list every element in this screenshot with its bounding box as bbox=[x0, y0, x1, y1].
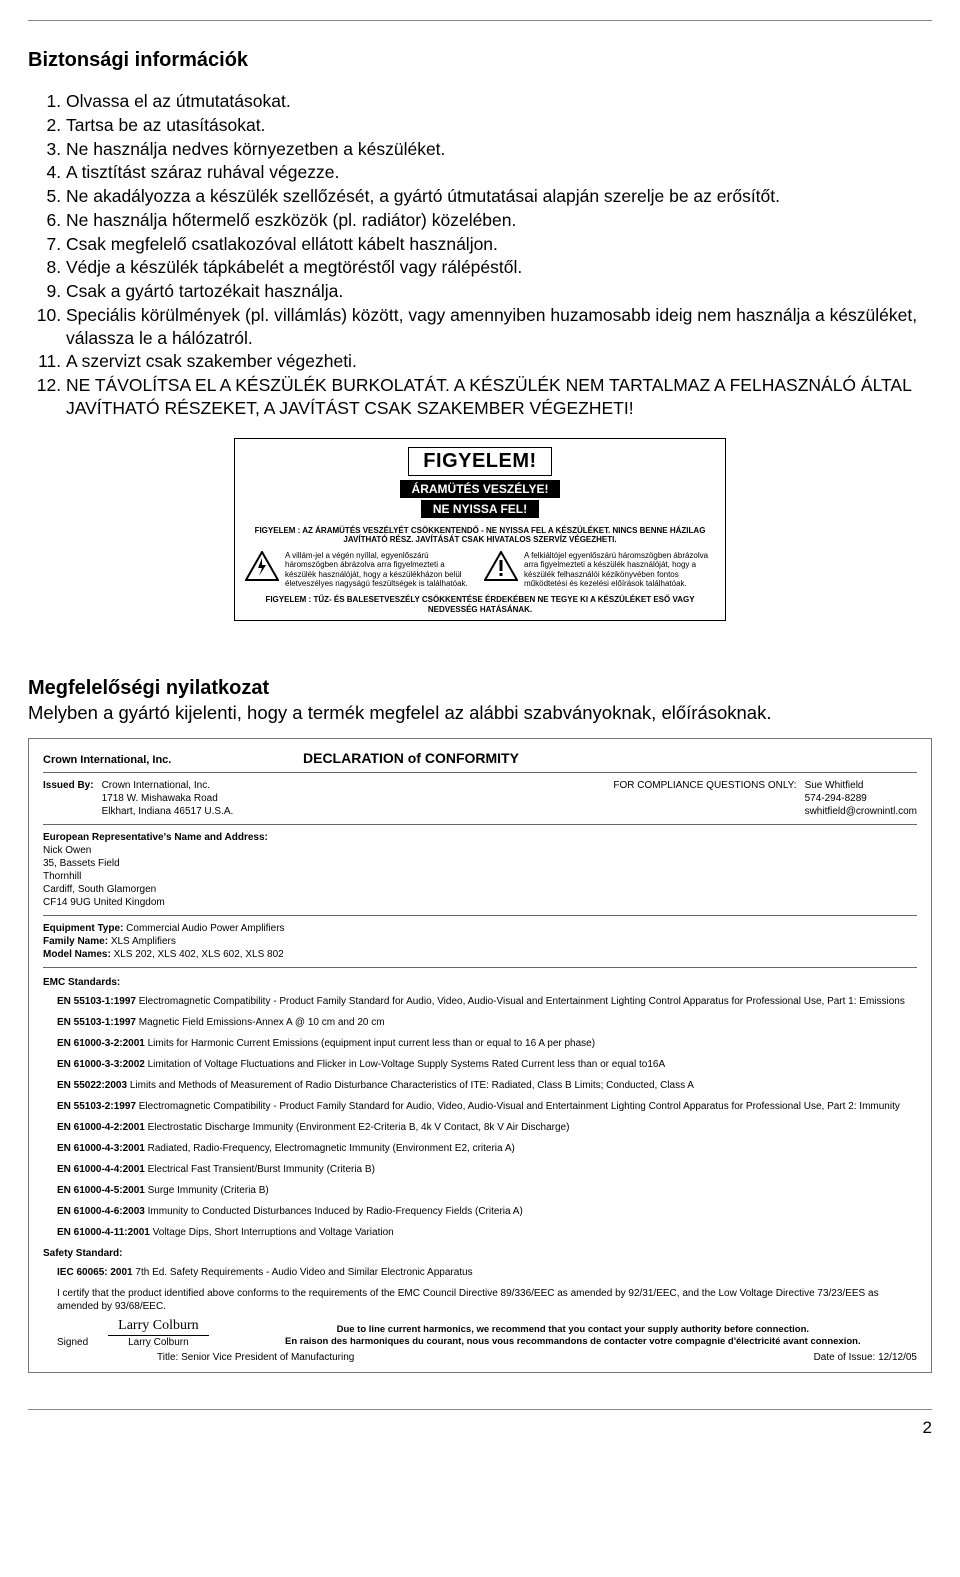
safety-item: Csak a gyártó tartozékait használja. bbox=[66, 280, 932, 303]
sign-row: Signed Larry Colburn Larry Colburn Due t… bbox=[57, 1317, 917, 1349]
safety-std-title: Safety Standard: bbox=[43, 1247, 917, 1260]
page-title: Biztonsági információk bbox=[28, 49, 932, 72]
standard-item: EN 61000-4-2:2001 Electrostatic Discharg… bbox=[57, 1121, 917, 1134]
issued-right: FOR COMPLIANCE QUESTIONS ONLY: Sue Whitf… bbox=[613, 779, 917, 818]
safety-std-list: IEC 60065: 2001 7th Ed. Safety Requireme… bbox=[43, 1266, 917, 1279]
warning-figyelem: FIGYELEM! bbox=[408, 447, 551, 476]
safety-list: Olvassa el az útmutatásokat.Tartsa be az… bbox=[66, 90, 932, 420]
safety-item: A tisztítást száraz ruhával végezze. bbox=[66, 161, 932, 184]
standard-item: EN 61000-4-4:2001 Electrical Fast Transi… bbox=[57, 1163, 917, 1176]
compliance-label: FOR COMPLIANCE QUESTIONS ONLY: bbox=[613, 779, 796, 818]
standard-item: EN 61000-4-11:2001 Voltage Dips, Short I… bbox=[57, 1226, 917, 1239]
safety-item: Ne használja hőtermelő eszközök (pl. rad… bbox=[66, 209, 932, 232]
standard-item: EN 55022:2003 Limits and Methods of Meas… bbox=[57, 1079, 917, 1092]
issued-by-label: Issued By: bbox=[43, 779, 94, 818]
signer-name: Larry Colburn bbox=[128, 1336, 189, 1349]
warning-right-text: A felkiáltójel egyenlőszárú háromszögben… bbox=[524, 551, 715, 589]
safety-item: Csak megfelelő csatlakozóval ellátott ká… bbox=[66, 233, 932, 256]
warning-box: FIGYELEM! ÁRAMÜTÉS VESZÉLYE! NE NYISSA F… bbox=[234, 438, 726, 622]
signature: Larry Colburn bbox=[108, 1317, 208, 1336]
standard-item: EN 61000-3-2:2001 Limits for Harmonic Cu… bbox=[57, 1037, 917, 1050]
recommendation-text: Due to line current harmonics, we recomm… bbox=[229, 1324, 917, 1349]
euro-rep-block: European Representative's Name and Addre… bbox=[43, 831, 917, 916]
safety-item: Tartsa be az utasításokat. bbox=[66, 114, 932, 137]
doc-company: Crown International, Inc. bbox=[43, 753, 303, 767]
safety-item: A szervizt csak szakember végezheti. bbox=[66, 350, 932, 373]
warning-badge: FIGYELEM! ÁRAMÜTÉS VESZÉLYE! NE NYISSA F… bbox=[245, 447, 715, 520]
safety-item: Védje a készülék tápkábelét a megtöréstő… bbox=[66, 256, 932, 279]
standard-item: IEC 60065: 2001 7th Ed. Safety Requireme… bbox=[57, 1266, 917, 1279]
equipment-block: Equipment Type: Commercial Audio Power A… bbox=[43, 922, 917, 968]
safety-item: Olvassa el az útmutatásokat. bbox=[66, 90, 932, 113]
warning-open-line: NE NYISSA FEL! bbox=[421, 500, 539, 518]
issue-date: Date of Issue: 12/12/05 bbox=[814, 1351, 917, 1364]
title-date-row: Title: Senior Vice President of Manufact… bbox=[57, 1351, 917, 1364]
safety-item: Ne használja nedves környezetben a készü… bbox=[66, 138, 932, 161]
euro-rep-label: European Representative's Name and Addre… bbox=[43, 831, 917, 844]
warning-header-text: FIGYELEM : AZ ÁRAMÜTÉS VESZÉLYÉT CSÖKKEN… bbox=[245, 526, 715, 545]
signer-title: Title: Senior Vice President of Manufact… bbox=[157, 1351, 354, 1364]
standard-item: EN 55103-2:1997 Electromagnetic Compatib… bbox=[57, 1100, 917, 1113]
standard-item: EN 61000-3-3:2002 Limitation of Voltage … bbox=[57, 1058, 917, 1071]
emc-title: EMC Standards: bbox=[43, 976, 917, 989]
warning-columns: A villám-jel a végén nyíllal, egyenlőszá… bbox=[245, 551, 715, 589]
signature-block: Larry Colburn Larry Colburn bbox=[108, 1317, 208, 1349]
warning-wrap: FIGYELEM! ÁRAMÜTÉS VESZÉLYE! NE NYISSA F… bbox=[28, 438, 932, 622]
model-row: Model Names: XLS 202, XLS 402, XLS 602, … bbox=[43, 948, 917, 961]
issued-row: Issued By: Crown International, Inc.1718… bbox=[43, 779, 917, 825]
emc-list: EN 55103-1:1997 Electromagnetic Compatib… bbox=[43, 995, 917, 1239]
declaration-box: Crown International, Inc. DECLARATION of… bbox=[28, 738, 932, 1372]
compliance-contact: Sue Whitfield574-294-8289swhitfield@crow… bbox=[805, 779, 917, 818]
lightning-triangle-icon bbox=[245, 551, 279, 581]
doc-header: Crown International, Inc. DECLARATION of… bbox=[43, 749, 917, 772]
doc-title: DECLARATION of CONFORMITY bbox=[303, 749, 519, 767]
top-rule bbox=[28, 20, 932, 21]
bottom-rule bbox=[28, 1409, 932, 1410]
page-number: 2 bbox=[28, 1418, 932, 1438]
euro-rep-address: Nick Owen35, Bassets FieldThornhillCardi… bbox=[43, 844, 917, 909]
standard-item: EN 55103-1:1997 Electromagnetic Compatib… bbox=[57, 995, 917, 1008]
issued-by-address: Crown International, Inc.1718 W. Mishawa… bbox=[102, 779, 234, 818]
family-row: Family Name: XLS Amplifiers bbox=[43, 935, 917, 948]
safety-item: NE TÁVOLÍTSA EL A KÉSZÜLÉK BURKOLATÁT. A… bbox=[66, 374, 932, 420]
exclamation-triangle-icon bbox=[484, 551, 518, 581]
conformity-subtitle: Melyben a gyártó kijelenti, hogy a termé… bbox=[28, 702, 932, 724]
conformity-title: Megfelelőségi nyilatkozat bbox=[28, 677, 932, 700]
warning-col-left: A villám-jel a végén nyíllal, egyenlőszá… bbox=[245, 551, 476, 589]
standard-item: EN 61000-4-6:2003 Immunity to Conducted … bbox=[57, 1205, 917, 1218]
equip-type-row: Equipment Type: Commercial Audio Power A… bbox=[43, 922, 917, 935]
safety-item: Speciális körülmények (pl. villámlás) kö… bbox=[66, 304, 932, 350]
warning-col-right: A felkiáltójel egyenlőszárú háromszögben… bbox=[484, 551, 715, 589]
standard-item: EN 61000-4-3:2001 Radiated, Radio-Freque… bbox=[57, 1142, 917, 1155]
cert-text: I certify that the product identified ab… bbox=[57, 1287, 917, 1313]
standard-item: EN 61000-4-5:2001 Surge Immunity (Criter… bbox=[57, 1184, 917, 1197]
warning-shock-line: ÁRAMÜTÉS VESZÉLYE! bbox=[400, 480, 561, 498]
warning-footer: FIGYELEM : TŰZ- ÉS BALESETVESZÉLY CSÖKKE… bbox=[245, 595, 715, 614]
standard-item: EN 55103-1:1997 Magnetic Field Emissions… bbox=[57, 1016, 917, 1029]
safety-item: Ne akadályozza a készülék szellőzését, a… bbox=[66, 185, 932, 208]
signed-label: Signed bbox=[57, 1336, 88, 1349]
warning-left-text: A villám-jel a végén nyíllal, egyenlőszá… bbox=[285, 551, 476, 589]
issued-left: Issued By: Crown International, Inc.1718… bbox=[43, 779, 233, 818]
